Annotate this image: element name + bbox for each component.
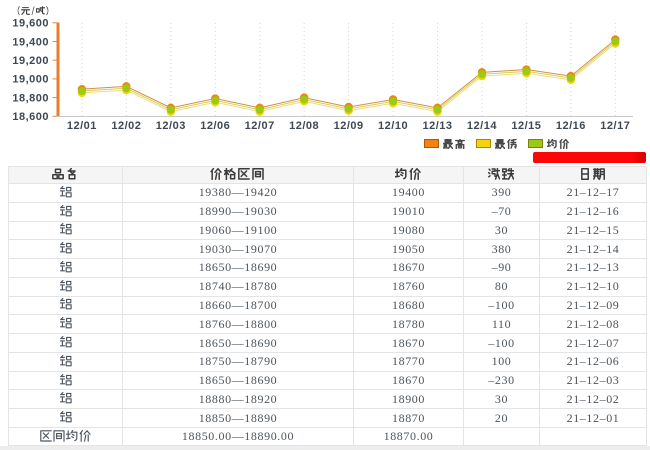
svg-text:18,800: 18,800 <box>12 92 49 104</box>
svg-text:19,000: 19,000 <box>12 74 49 86</box>
svg-text:12/06: 12/06 <box>200 120 230 132</box>
svg-text:12/09: 12/09 <box>334 120 364 132</box>
svg-text:12/02: 12/02 <box>111 120 141 132</box>
svg-text:12/01: 12/01 <box>67 120 97 132</box>
svg-text:12/07: 12/07 <box>245 120 275 132</box>
svg-text:12/08: 12/08 <box>289 120 319 132</box>
svg-text:12/15: 12/15 <box>511 120 541 132</box>
svg-text:19,400: 19,400 <box>12 36 49 48</box>
svg-text:12/10: 12/10 <box>378 120 408 132</box>
svg-text:12/03: 12/03 <box>156 120 186 132</box>
svg-text:18,600: 18,600 <box>12 111 49 123</box>
svg-text:12/16: 12/16 <box>556 120 586 132</box>
svg-text:19,600: 19,600 <box>12 18 49 30</box>
svg-text:12/13: 12/13 <box>422 120 452 132</box>
svg-text:12/17: 12/17 <box>600 120 630 132</box>
svg-text:12/14: 12/14 <box>467 120 497 132</box>
svg-text:19,200: 19,200 <box>12 55 49 67</box>
